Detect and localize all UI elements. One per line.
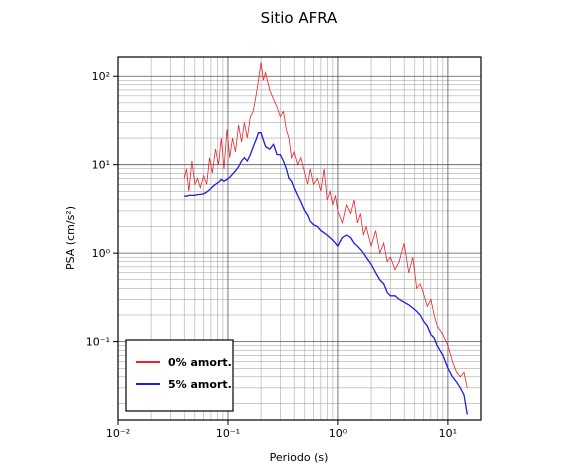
chart-title: Sitio AFRA [261,9,338,27]
legend-label: 5% amort. [168,378,232,391]
x-tick-label: 10⁰ [329,427,348,440]
x-axis-label: Periodo (s) [270,451,329,464]
y-tick-label: 10⁰ [92,247,111,260]
y-tick-label: 10² [92,70,110,83]
x-tick-label: 10⁻¹ [216,427,240,440]
legend-box [125,339,234,412]
series-line [183,61,468,388]
y-tick-label: 10⁻¹ [86,336,110,349]
x-tick-label: 10¹ [439,427,457,440]
plot-frame [117,56,482,421]
y-tick-label: 10¹ [92,159,110,172]
legend-label: 0% amort. [168,356,232,369]
series-line [184,132,468,415]
y-axis-label: PSA (cm/s²) [64,206,77,270]
x-tick-label: 10⁻² [106,427,130,440]
